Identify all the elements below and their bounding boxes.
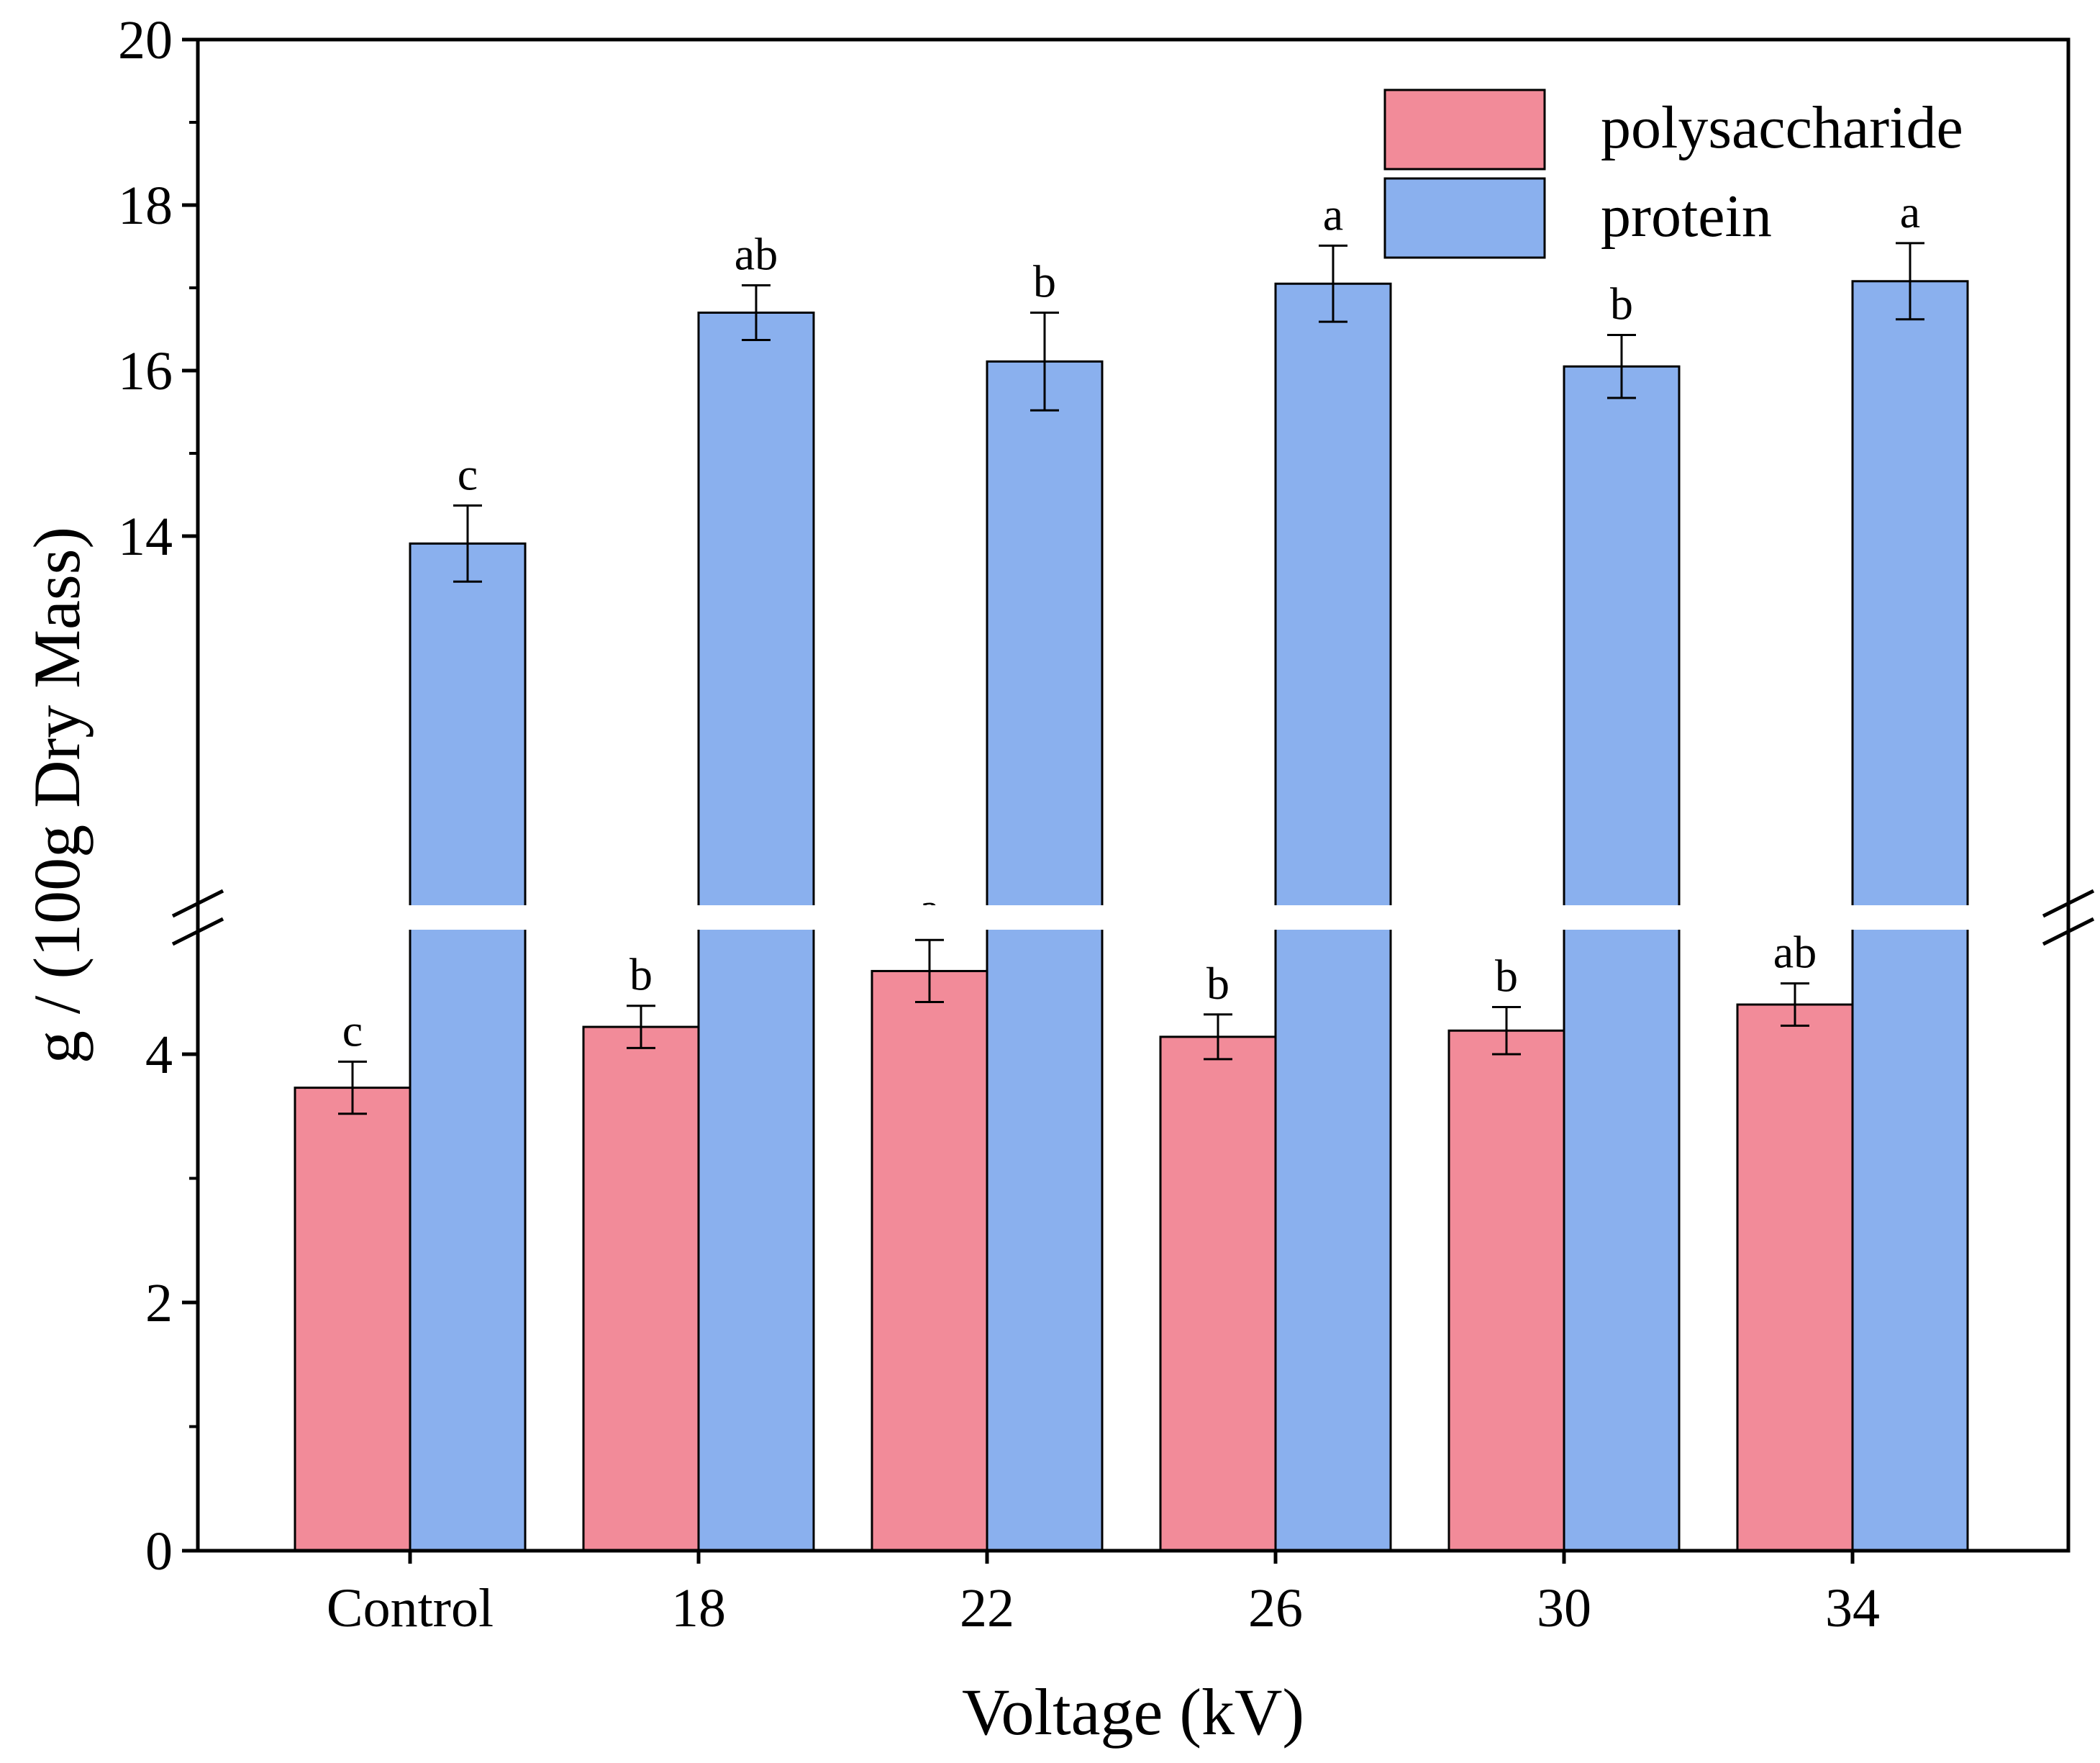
error-bars-layer	[338, 242, 1924, 1115]
x-tick-label-18: 18	[671, 1578, 726, 1639]
polysaccharide-letter-34: ab	[1773, 927, 1817, 978]
y-axis-title: g / (100g Dry Mass)	[20, 527, 94, 1064]
y-tick-label-18: 18	[118, 176, 173, 236]
y-tick-label-20: 20	[118, 10, 173, 71]
legend: polysaccharide protein	[1383, 89, 1963, 259]
polysaccharide-letter-26: b	[1206, 958, 1229, 1009]
y-tick-label-2: 2	[145, 1273, 173, 1333]
polysaccharide-bar-18	[582, 1025, 700, 1552]
x-tick-label-34: 34	[1825, 1578, 1880, 1639]
protein-letter-30: b	[1610, 278, 1633, 330]
x-tick-label-26: 26	[1248, 1578, 1303, 1639]
polysaccharide-letter-18: b	[629, 949, 653, 1000]
y-tick-label-14: 14	[118, 507, 173, 567]
bars-layer	[294, 280, 1969, 1552]
polysaccharide-bar-22	[871, 969, 988, 1552]
protein-letter-26: a	[1323, 189, 1343, 240]
protein-bar-30	[1563, 365, 1681, 1552]
protein-letter-34: a	[1900, 186, 1920, 237]
x-tick-label-22: 22	[960, 1578, 1014, 1639]
axis-break-layer	[171, 889, 2095, 946]
plot-frame	[196, 37, 2071, 1553]
y-tick-label-16: 16	[118, 341, 173, 402]
legend-swatch-polysaccharide	[1383, 89, 1546, 171]
protein-letter-Control: c	[458, 448, 478, 499]
y-ticks-layer: 0 2 4 14 16 18 20	[118, 10, 198, 1582]
y-tick-label-0: 0	[145, 1521, 173, 1582]
x-tick-labels-layer: Control 18 22 26 30 34	[327, 1551, 1880, 1639]
legend-label-protein: protein	[1601, 183, 1772, 250]
legend-swatch-protein	[1383, 177, 1546, 259]
y-tick-label-4: 4	[145, 1025, 173, 1085]
polysaccharide-letter-30: b	[1495, 950, 1518, 1001]
protein-bar-22	[986, 360, 1104, 1552]
protein-bar-Control	[409, 542, 527, 1552]
polysaccharide-bar-30	[1447, 1029, 1565, 1552]
protein-bar-18	[697, 312, 815, 1552]
x-tick-label-Control: Control	[327, 1578, 494, 1639]
protein-letter-18: ab	[735, 229, 778, 280]
axis-break-gap	[200, 905, 2066, 930]
polysaccharide-letter-Control: c	[342, 1005, 363, 1056]
polysaccharide-bar-Control	[294, 1087, 412, 1552]
x-axis-title: Voltage (kV)	[962, 1675, 1304, 1749]
polysaccharide-bar-26	[1159, 1035, 1277, 1552]
protein-letter-22: b	[1033, 256, 1056, 307]
polysaccharide-bar-34	[1736, 1003, 1854, 1552]
legend-label-polysaccharide: polysaccharide	[1601, 94, 1963, 161]
x-tick-label-30: 30	[1537, 1578, 1591, 1639]
